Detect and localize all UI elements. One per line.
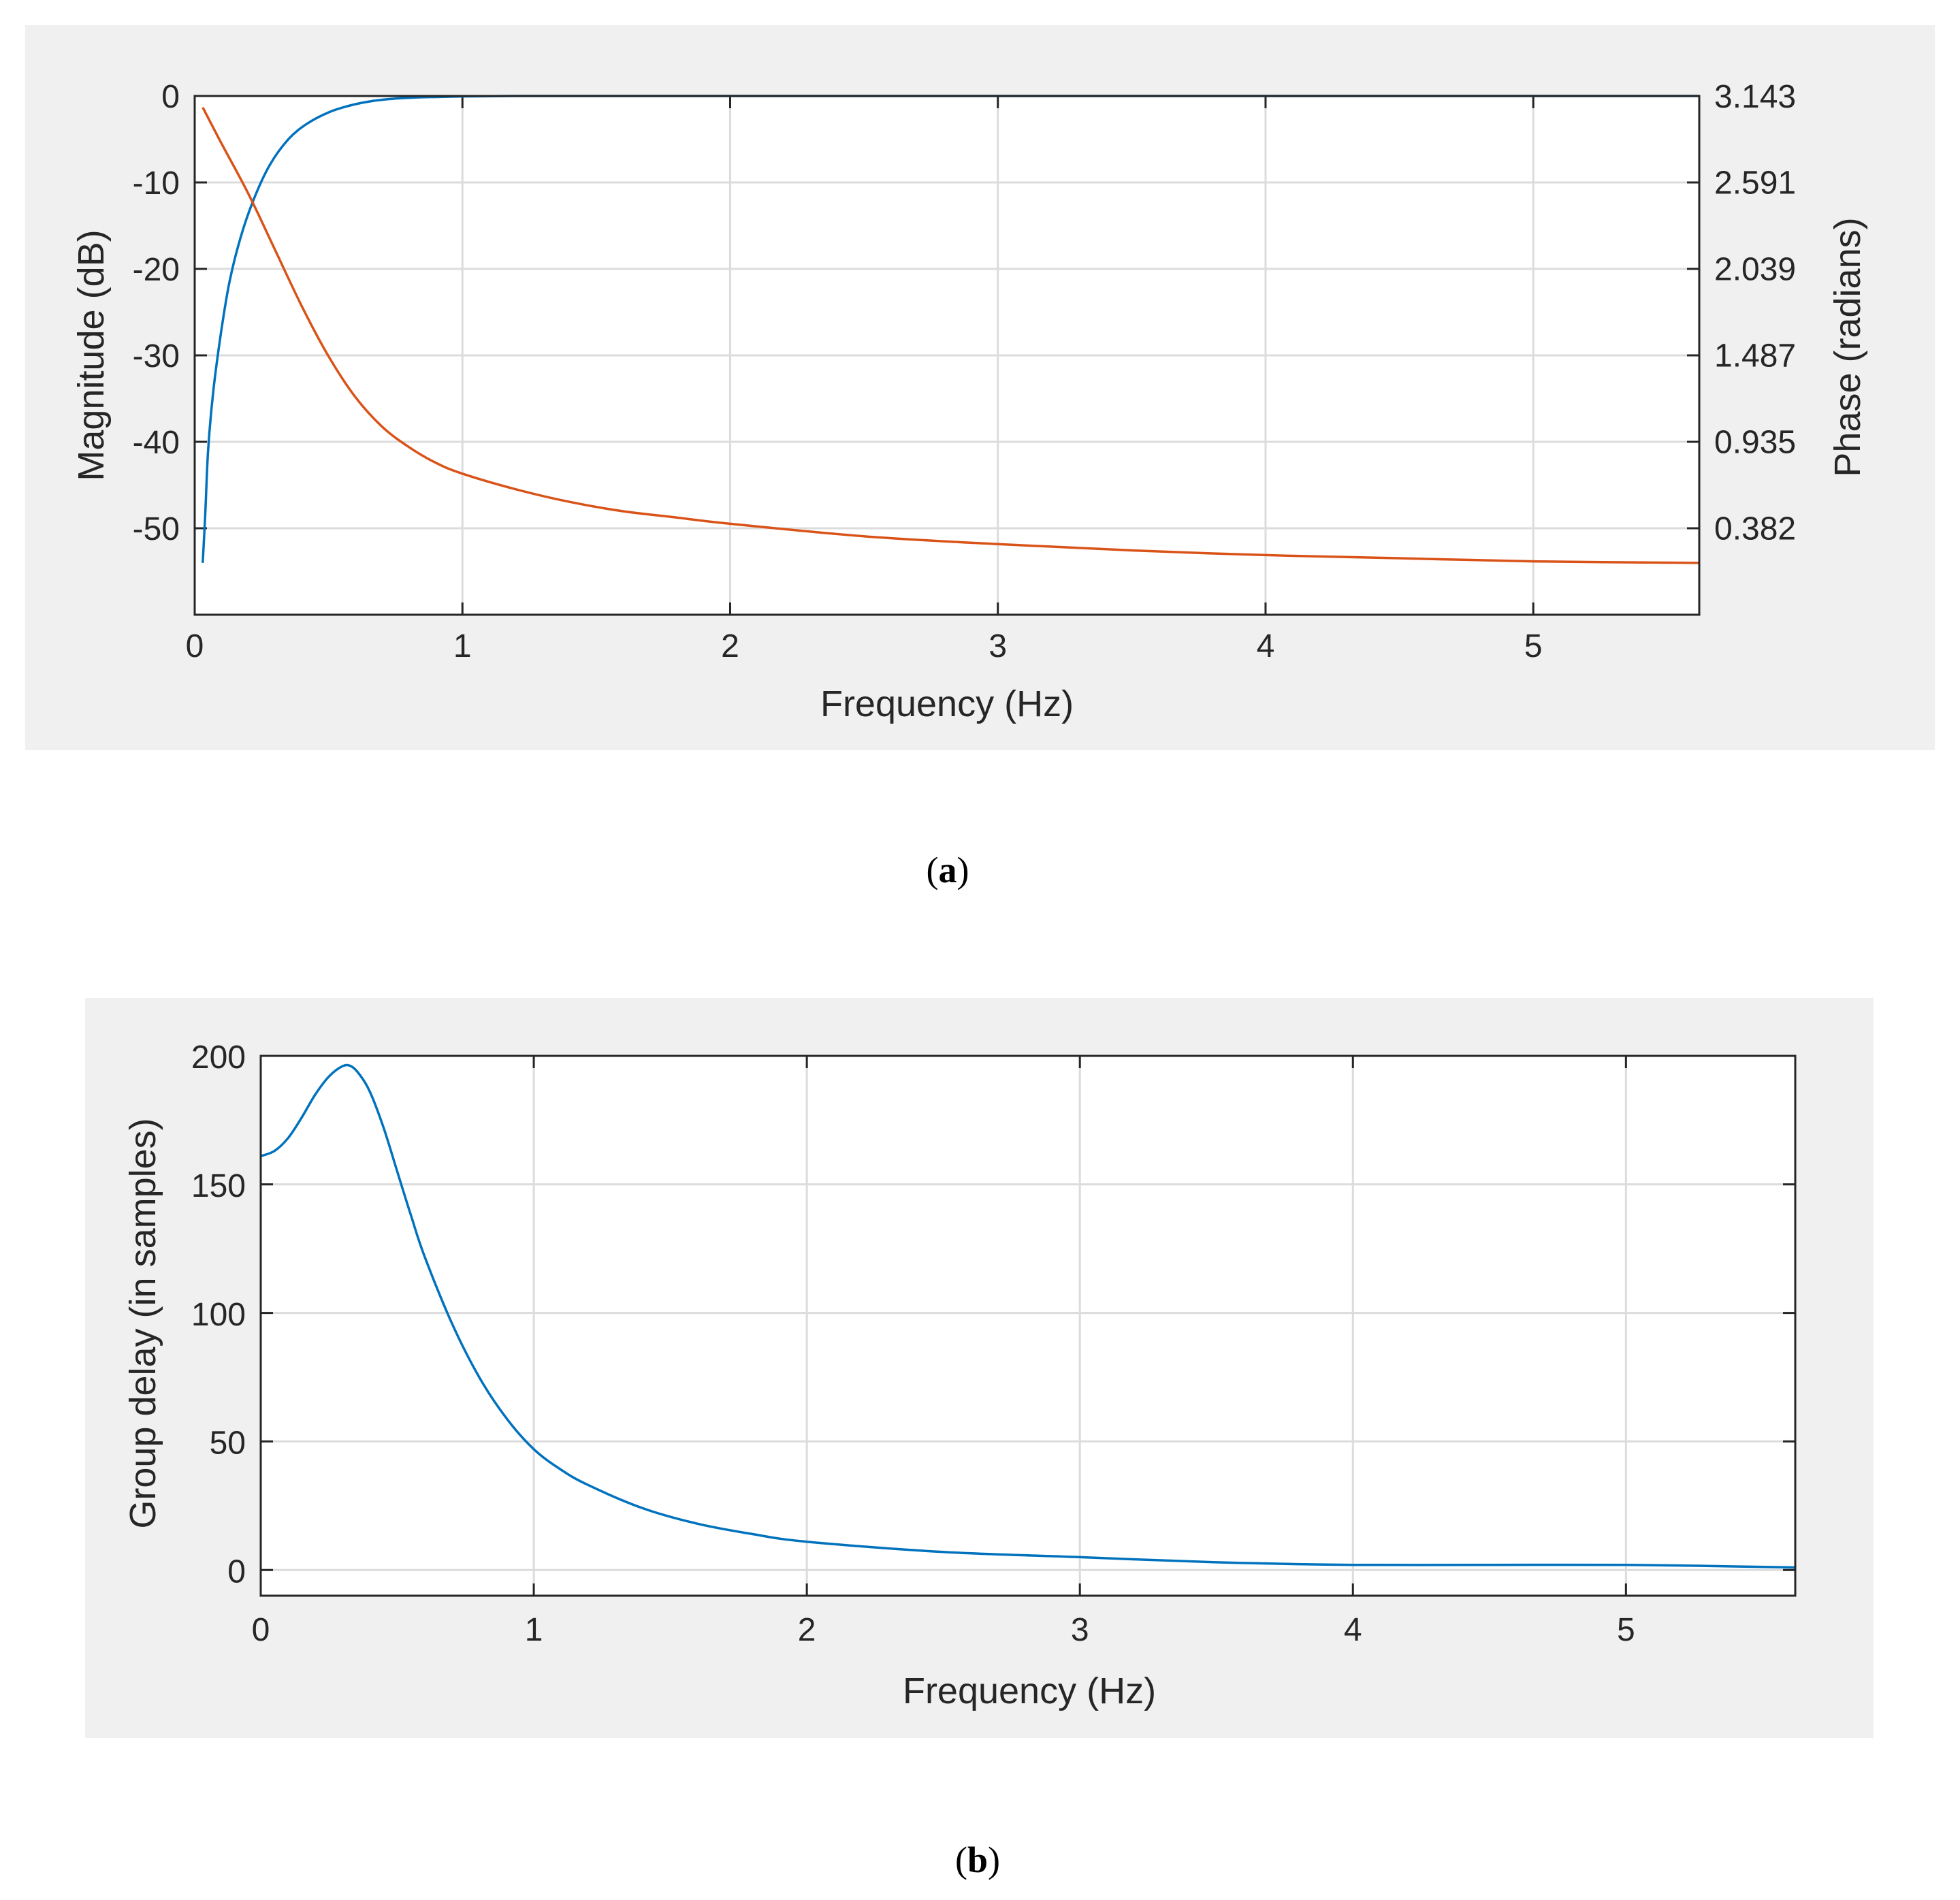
x-tick-label: 0 bbox=[252, 1612, 270, 1648]
chart-panel-a: 0 1 2 3 4 5 0 -10 -20 -30 -40 -50 3.143 2.591 2.039 1… bbox=[25, 25, 1935, 750]
y-tick-label: 100 bbox=[191, 1297, 246, 1333]
y-axis-label-a: Magnitude (dB) bbox=[71, 229, 112, 481]
y2-tick-label: 0.382 bbox=[1714, 511, 1796, 547]
series-b bbox=[260, 1063, 1796, 1569]
x-axis-label-a: Frequency (Hz) bbox=[820, 683, 1074, 724]
x-tick-label: 4 bbox=[1344, 1612, 1362, 1648]
y2-tick-label: 2.591 bbox=[1714, 165, 1796, 202]
y2-tick-label: 0.935 bbox=[1714, 424, 1796, 460]
y2-tick-labels-a: 3.143 2.591 2.039 1.487 0.935 0.382 bbox=[1714, 79, 1796, 547]
x-tick-label: 2 bbox=[798, 1612, 816, 1648]
y2-tick-label: 1.487 bbox=[1714, 338, 1796, 374]
caption-b: (b) bbox=[955, 1839, 1000, 1880]
y-tick-label: -20 bbox=[133, 252, 180, 288]
y2-tick-label: 3.143 bbox=[1714, 79, 1796, 115]
y-tick-label: 150 bbox=[191, 1168, 246, 1204]
x-tick-label: 0 bbox=[186, 628, 204, 664]
plot-area-b bbox=[259, 1054, 1797, 1597]
y-tick-label: -40 bbox=[133, 425, 180, 461]
x-tick-label: 5 bbox=[1524, 628, 1543, 664]
x-tick-label: 1 bbox=[525, 1612, 543, 1648]
x-tick-label: 1 bbox=[453, 628, 472, 664]
y-tick-label: -50 bbox=[133, 511, 180, 547]
caption-b-letter: b bbox=[967, 1839, 988, 1880]
x-tick-label: 2 bbox=[721, 628, 739, 664]
y2-tick-label: 2.039 bbox=[1714, 252, 1796, 288]
y-tick-label: 200 bbox=[191, 1040, 246, 1076]
x-tick-labels-b: 0 1 2 3 4 5 bbox=[252, 1612, 1635, 1648]
y-axis-label-b: Group delay (in samples) bbox=[123, 1118, 163, 1528]
x-axis-label-b: Frequency (Hz) bbox=[903, 1671, 1156, 1711]
chart-panel-b: 0 1 2 3 4 5 200 150 100 50 0 Frequency (Hz) Group… bbox=[85, 998, 1874, 1738]
x-tick-label: 3 bbox=[1071, 1612, 1089, 1648]
x-tick-label: 4 bbox=[1257, 628, 1275, 664]
grid-b bbox=[261, 1056, 1795, 1596]
series-line-phase-a bbox=[202, 106, 1700, 564]
y-tick-label: -30 bbox=[133, 338, 180, 374]
caption-a-letter: a bbox=[939, 850, 957, 890]
y-tick-label: 0 bbox=[227, 1553, 246, 1590]
caption-a: (a) bbox=[927, 850, 969, 890]
y-tick-label: -10 bbox=[133, 165, 180, 202]
x-tick-label: 5 bbox=[1617, 1612, 1635, 1648]
series-line-group-delay-b bbox=[260, 1063, 1796, 1569]
y-tick-label: 50 bbox=[210, 1426, 246, 1462]
y2-axis-label-a: Phase (radians) bbox=[1827, 217, 1868, 477]
y-tick-labels-a: 0 -10 -20 -30 -40 -50 bbox=[133, 79, 180, 547]
grid-a bbox=[195, 96, 1699, 615]
x-tick-label: 3 bbox=[989, 628, 1007, 664]
y-tick-labels-b: 200 150 100 50 0 bbox=[191, 1040, 246, 1590]
x-tick-labels-a: 0 1 2 3 4 5 bbox=[186, 628, 1543, 664]
y-tick-label: 0 bbox=[161, 79, 180, 115]
